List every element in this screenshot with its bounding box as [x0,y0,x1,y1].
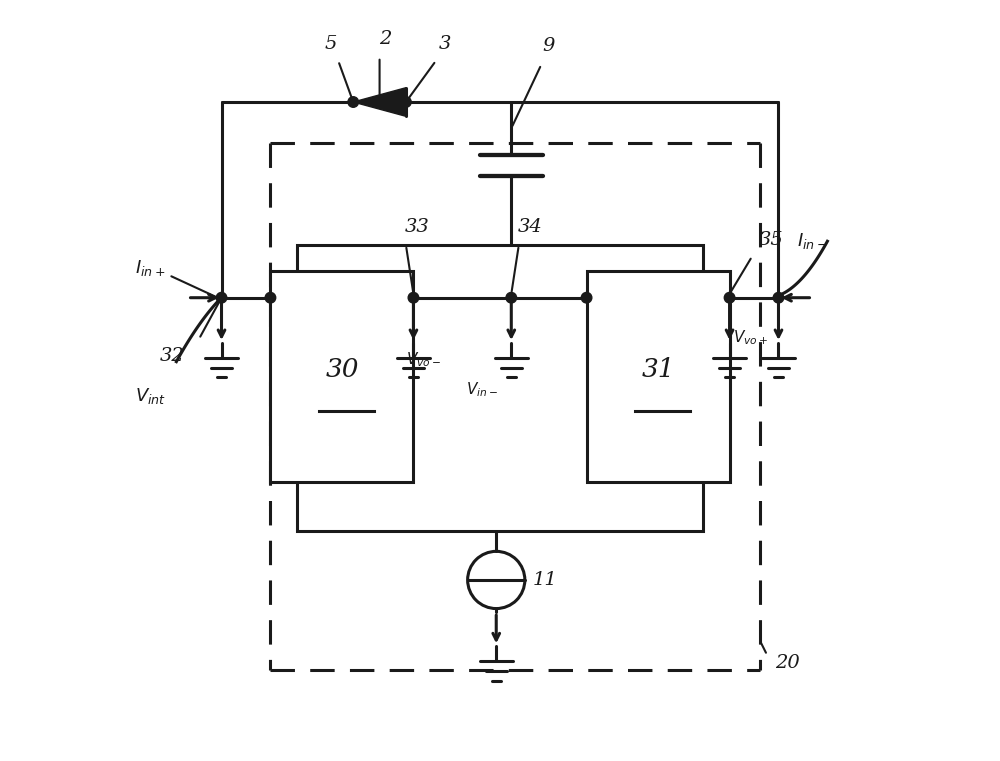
Text: 31: 31 [641,357,675,382]
Circle shape [506,292,517,303]
Text: 2: 2 [379,30,392,48]
Circle shape [408,292,419,303]
Text: 32: 32 [160,346,185,365]
Text: 30: 30 [325,357,359,382]
Text: 3: 3 [439,35,451,53]
Text: 35: 35 [759,231,783,249]
Text: $I_{in+}$: $I_{in+}$ [135,258,165,278]
Text: 9: 9 [543,37,555,56]
FancyBboxPatch shape [270,272,413,482]
Circle shape [581,292,592,303]
Text: 34: 34 [518,218,542,236]
Text: $I_{in-}$: $I_{in-}$ [797,231,828,251]
Text: $V_{vo+}$: $V_{vo+}$ [733,328,768,346]
Text: 5: 5 [324,35,337,53]
Circle shape [773,292,784,303]
Circle shape [724,292,735,303]
Text: $V_{int}$: $V_{int}$ [135,386,166,406]
Circle shape [401,97,411,107]
Text: 33: 33 [405,218,430,236]
FancyBboxPatch shape [297,245,703,531]
FancyBboxPatch shape [587,272,730,482]
Text: 11: 11 [532,571,557,589]
Circle shape [348,97,358,107]
Text: 20: 20 [775,654,799,672]
Polygon shape [353,88,406,116]
Circle shape [265,292,276,303]
Circle shape [216,292,227,303]
Text: $V_{vo-}$: $V_{vo-}$ [406,350,441,369]
Text: $V_{in-}$: $V_{in-}$ [466,380,498,400]
